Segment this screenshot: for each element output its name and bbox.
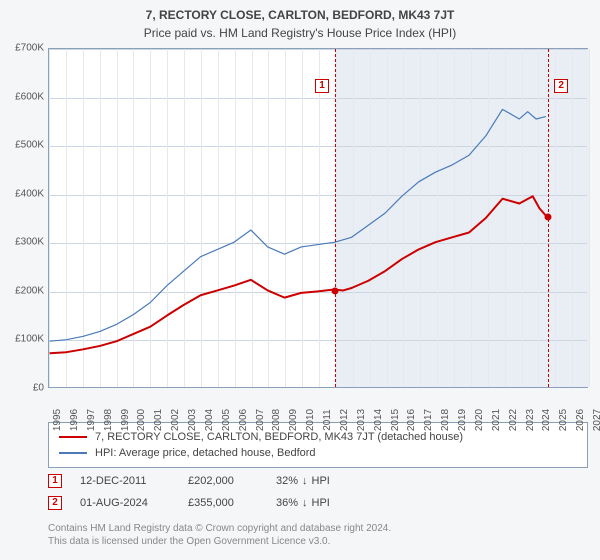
chart-title: 7, RECTORY CLOSE, CARLTON, BEDFORD, MK43… <box>0 0 600 22</box>
datapoint-row: 2 01-AUG-2024 £355,000 36% ↓ HPI <box>48 492 588 514</box>
x-axis-label: 2009 <box>288 409 299 431</box>
legend-item: HPI: Average price, detached house, Bedf… <box>59 445 577 461</box>
delta-pct: 36% <box>276 497 298 509</box>
y-axis-label: £500K <box>4 140 44 151</box>
datapoint-price: £355,000 <box>188 497 258 509</box>
datapoint-date: 12-DEC-2011 <box>80 475 170 487</box>
x-axis-label: 2015 <box>390 409 401 431</box>
marker-dot <box>545 213 552 220</box>
legend-label: 7, RECTORY CLOSE, CARLTON, BEDFORD, MK43… <box>95 431 463 443</box>
datapoint-table: 1 12-DEC-2011 £202,000 32% ↓ HPI 2 01-AU… <box>48 470 588 514</box>
x-axis-label: 2019 <box>457 409 468 431</box>
x-axis-label: 2001 <box>153 409 164 431</box>
x-axis-label: 2010 <box>305 409 316 431</box>
datapoint-marker-box: 2 <box>48 496 62 510</box>
x-axis-label: 2007 <box>255 409 266 431</box>
x-axis-label: 2016 <box>406 409 417 431</box>
x-axis-label: 2021 <box>491 409 502 431</box>
datapoint-price: £202,000 <box>188 475 258 487</box>
datapoint-date: 01-AUG-2024 <box>80 497 170 509</box>
legend-label: HPI: Average price, detached house, Bedf… <box>95 447 316 459</box>
footer-attribution: Contains HM Land Registry data © Crown c… <box>48 522 588 548</box>
x-axis-label: 2002 <box>170 409 181 431</box>
x-axis-label: 2027 <box>592 409 600 431</box>
marker-box: 1 <box>315 79 329 93</box>
y-axis-label: £200K <box>4 285 44 296</box>
x-axis-label: 1995 <box>52 409 63 431</box>
y-axis-label: £600K <box>4 91 44 102</box>
x-axis-label: 2011 <box>322 409 333 431</box>
footer-line: This data is licensed under the Open Gov… <box>48 535 588 548</box>
x-axis-label: 2012 <box>339 409 350 431</box>
x-axis-label: 2000 <box>136 409 147 431</box>
delta-label: HPI <box>312 497 330 509</box>
chart-subtitle: Price paid vs. HM Land Registry's House … <box>0 22 600 44</box>
datapoint-delta: 36% ↓ HPI <box>276 497 330 509</box>
x-axis-label: 2023 <box>525 409 536 431</box>
chart-container: 7, RECTORY CLOSE, CARLTON, BEDFORD, MK43… <box>0 0 600 560</box>
x-axis-label: 2003 <box>187 409 198 431</box>
footer-line: Contains HM Land Registry data © Crown c… <box>48 522 588 535</box>
x-axis-label: 1996 <box>69 409 80 431</box>
plot-area: 12 <box>48 48 588 388</box>
x-axis-label: 2022 <box>508 409 519 431</box>
x-axis-label: 2014 <box>373 409 384 431</box>
legend-item: 7, RECTORY CLOSE, CARLTON, BEDFORD, MK43… <box>59 429 577 445</box>
marker-dot <box>332 287 339 294</box>
x-axis-label: 2026 <box>575 409 586 431</box>
x-axis-label: 2018 <box>440 409 451 431</box>
arrow-down-icon: ↓ <box>302 497 308 509</box>
series-line-property <box>50 196 546 353</box>
marker-vline <box>335 49 336 387</box>
x-axis-label: 2008 <box>271 409 282 431</box>
y-axis-label: £100K <box>4 334 44 345</box>
legend-swatch <box>59 436 87 438</box>
marker-box: 2 <box>554 79 568 93</box>
gridline <box>589 49 590 387</box>
y-axis-label: £0 <box>4 383 44 394</box>
arrow-down-icon: ↓ <box>302 475 308 487</box>
delta-pct: 32% <box>276 475 298 487</box>
y-axis-label: £300K <box>4 237 44 248</box>
x-axis-label: 2024 <box>541 409 552 431</box>
x-axis-label: 2004 <box>204 409 215 431</box>
x-axis-label: 2017 <box>423 409 434 431</box>
x-axis-label: 2006 <box>238 409 249 431</box>
x-axis-label: 2020 <box>474 409 485 431</box>
y-axis-label: £400K <box>4 188 44 199</box>
y-axis-label: £700K <box>4 43 44 54</box>
x-axis-label: 1997 <box>86 409 97 431</box>
datapoint-delta: 32% ↓ HPI <box>276 475 330 487</box>
x-axis-label: 1999 <box>120 409 131 431</box>
datapoint-row: 1 12-DEC-2011 £202,000 32% ↓ HPI <box>48 470 588 492</box>
legend-swatch <box>59 452 87 454</box>
x-axis-label: 2025 <box>558 409 569 431</box>
series-line-hpi <box>50 109 546 341</box>
datapoint-marker-box: 1 <box>48 474 62 488</box>
x-axis-label: 2005 <box>221 409 232 431</box>
x-axis-label: 2013 <box>356 409 367 431</box>
delta-label: HPI <box>312 475 330 487</box>
x-axis-label: 1998 <box>103 409 114 431</box>
line-series-layer <box>49 49 587 387</box>
